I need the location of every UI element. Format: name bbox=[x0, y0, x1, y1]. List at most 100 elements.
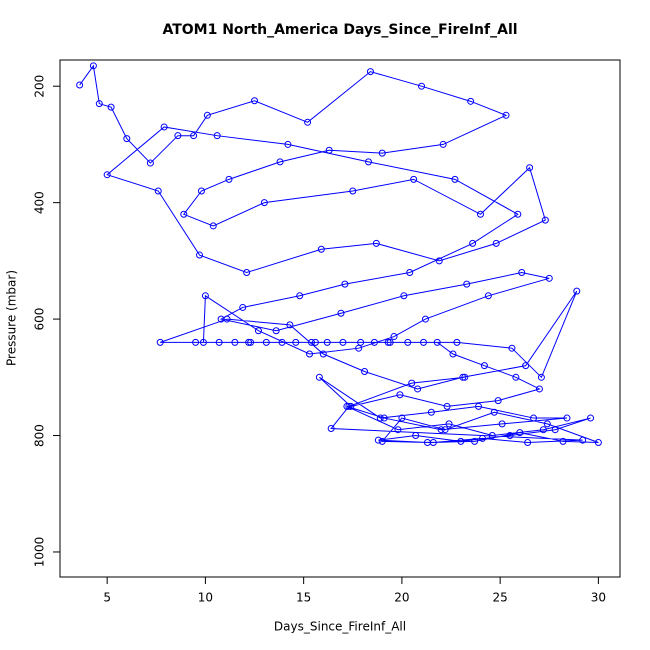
data-point bbox=[192, 338, 200, 346]
x-tick-label: 15 bbox=[296, 591, 311, 605]
data-point bbox=[123, 135, 131, 143]
data-point bbox=[467, 97, 475, 105]
data-point bbox=[441, 426, 449, 434]
data-point bbox=[378, 149, 386, 157]
data-point bbox=[196, 251, 204, 259]
data-point bbox=[374, 436, 382, 444]
data-point bbox=[349, 187, 357, 195]
data-point bbox=[420, 338, 428, 346]
data-point bbox=[579, 436, 587, 444]
data-point bbox=[451, 175, 459, 183]
data-point bbox=[89, 62, 97, 70]
data-point bbox=[376, 414, 384, 422]
data-point bbox=[306, 350, 314, 358]
data-point bbox=[223, 315, 231, 323]
data-point bbox=[512, 373, 520, 381]
data-point bbox=[475, 402, 483, 410]
data-point bbox=[190, 132, 198, 140]
y-tick-label: 800 bbox=[33, 424, 47, 447]
data-point bbox=[364, 158, 372, 166]
data-point bbox=[526, 164, 534, 172]
data-point bbox=[372, 239, 380, 247]
data-point bbox=[506, 432, 514, 440]
data-point bbox=[296, 292, 304, 300]
data-point bbox=[209, 222, 217, 230]
data-point bbox=[463, 280, 471, 288]
x-tick-label: 10 bbox=[198, 591, 213, 605]
data-point bbox=[427, 408, 435, 416]
data-point bbox=[443, 402, 451, 410]
data-point bbox=[545, 274, 553, 282]
data-point bbox=[341, 280, 349, 288]
data-point bbox=[284, 140, 292, 148]
data-point bbox=[272, 327, 280, 335]
x-tick-label: 5 bbox=[103, 591, 111, 605]
data-point bbox=[103, 171, 111, 179]
data-point bbox=[107, 103, 115, 111]
data-point bbox=[469, 239, 477, 247]
data-point bbox=[384, 338, 392, 346]
data-point bbox=[357, 338, 365, 346]
data-line bbox=[79, 64, 599, 444]
data-point bbox=[278, 338, 286, 346]
data-point bbox=[260, 199, 268, 207]
data-point bbox=[408, 379, 416, 387]
data-point bbox=[95, 100, 103, 108]
data-point bbox=[406, 269, 414, 277]
data-point bbox=[543, 420, 551, 428]
data-point bbox=[231, 338, 239, 346]
data-point bbox=[551, 426, 559, 434]
data-point bbox=[459, 373, 467, 381]
data-point bbox=[215, 338, 223, 346]
x-tick-label: 20 bbox=[394, 591, 409, 605]
data-point bbox=[398, 414, 406, 422]
data-point bbox=[524, 439, 532, 447]
data-point bbox=[286, 321, 294, 329]
data-point bbox=[203, 111, 211, 119]
data-point bbox=[197, 187, 205, 195]
y-tick-label: 600 bbox=[33, 308, 47, 331]
data-point bbox=[494, 397, 502, 405]
data-point bbox=[213, 132, 221, 140]
data-point bbox=[439, 140, 447, 148]
data-point bbox=[262, 338, 270, 346]
data-point bbox=[180, 210, 188, 218]
data-point bbox=[449, 350, 457, 358]
data-point bbox=[518, 269, 526, 277]
data-point bbox=[201, 292, 209, 300]
data-point bbox=[337, 309, 345, 317]
data-point bbox=[480, 362, 488, 370]
x-axis-label: Days_Since_FireInf_All bbox=[274, 620, 406, 634]
data-point bbox=[339, 338, 347, 346]
data-point bbox=[453, 338, 461, 346]
y-tick-label: 400 bbox=[33, 191, 47, 214]
data-point bbox=[304, 118, 312, 126]
data-point bbox=[323, 338, 331, 346]
data-point bbox=[276, 158, 284, 166]
data-point bbox=[394, 426, 402, 434]
data-point bbox=[410, 175, 418, 183]
data-point bbox=[154, 187, 162, 195]
data-point bbox=[378, 437, 386, 445]
data-point bbox=[292, 338, 300, 346]
y-tick-label: 200 bbox=[33, 75, 47, 98]
data-point bbox=[146, 159, 154, 167]
data-point bbox=[370, 338, 378, 346]
data-point bbox=[541, 216, 549, 224]
data-point bbox=[243, 269, 251, 277]
data-point bbox=[156, 338, 164, 346]
data-point bbox=[433, 338, 441, 346]
data-point bbox=[160, 123, 168, 131]
data-point bbox=[537, 373, 545, 381]
data-point bbox=[437, 426, 445, 434]
data-point bbox=[535, 385, 543, 393]
data-point bbox=[498, 420, 506, 428]
data-point bbox=[247, 338, 255, 346]
data-point bbox=[76, 81, 84, 89]
data-point bbox=[199, 338, 207, 346]
x-tick-label: 25 bbox=[492, 591, 507, 605]
y-axis-label: Pressure (mbar) bbox=[5, 270, 19, 366]
data-point bbox=[490, 408, 498, 416]
